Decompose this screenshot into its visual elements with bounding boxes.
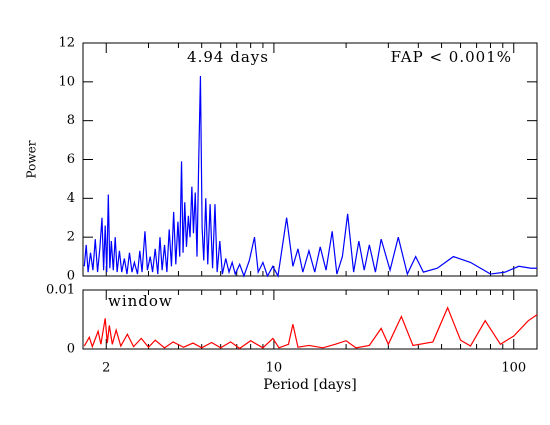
data-line <box>83 306 538 350</box>
y-tick-label: 4 <box>67 191 75 206</box>
x-tick-label: 2 <box>102 361 110 376</box>
axes-frame <box>82 42 538 277</box>
y-tick-label: 2 <box>67 230 75 245</box>
annotation: FAP < 0.001% <box>391 48 512 66</box>
data-line <box>83 75 537 278</box>
y-tick-label: 10 <box>58 74 75 89</box>
y-axis-label: Power <box>25 140 39 178</box>
x-tick-label: 100 <box>501 361 526 376</box>
axes-frame <box>82 289 538 350</box>
y-tick-label: 0.01 <box>46 283 75 298</box>
y-tick-label: 0 <box>67 269 75 284</box>
x-tick-label: 10 <box>266 361 283 376</box>
y-tick-label: 0 <box>67 342 75 357</box>
x-axis-label: Period [days] <box>263 377 356 393</box>
annotation: 4.94 days <box>187 48 269 66</box>
y-tick-label: 8 <box>67 113 75 128</box>
y-tick-label: 12 <box>58 36 75 51</box>
annotation: window <box>108 292 173 310</box>
y-tick-label: 6 <box>67 152 75 167</box>
